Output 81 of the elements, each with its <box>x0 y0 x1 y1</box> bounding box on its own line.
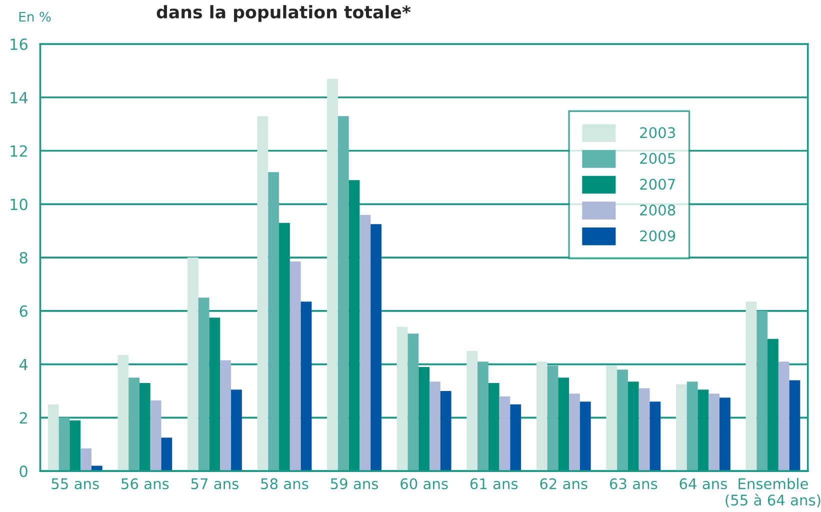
bar <box>628 382 639 472</box>
bar <box>789 380 800 472</box>
bar <box>118 354 129 472</box>
y-tick-label: 16 <box>10 38 28 50</box>
bar <box>80 448 92 472</box>
y-tick-label: 6 <box>20 305 28 317</box>
bar <box>580 402 591 472</box>
bar <box>536 362 548 472</box>
bar <box>370 224 382 472</box>
legend-label: 2005 <box>640 152 675 164</box>
bar <box>290 262 301 472</box>
bar <box>488 382 500 472</box>
bar <box>466 350 478 472</box>
bar <box>676 384 687 472</box>
y-tick-label: 14 <box>10 92 28 104</box>
y-tick-label: 10 <box>10 198 28 210</box>
bar <box>746 302 757 472</box>
bar <box>279 222 290 472</box>
bar <box>220 360 232 472</box>
bar <box>440 390 452 472</box>
bar <box>778 362 790 472</box>
bar <box>408 334 419 472</box>
y-axis-title: En % <box>19 12 51 22</box>
y-tick-label: 0 <box>20 466 28 478</box>
bar <box>198 298 210 472</box>
bar <box>128 378 140 472</box>
y-tick-label: 4 <box>19 358 28 370</box>
bar <box>161 438 172 472</box>
bar <box>360 214 371 472</box>
x-tick-label: 62 ans <box>540 478 588 490</box>
bar <box>58 418 70 472</box>
bar <box>209 318 220 472</box>
bar <box>70 420 81 472</box>
bar <box>708 394 720 472</box>
legend-label: 2009 <box>640 230 676 242</box>
bar <box>617 370 628 472</box>
bar <box>139 382 150 472</box>
bar <box>478 362 488 472</box>
legend-label: 2008 <box>640 204 676 216</box>
bar <box>187 258 198 472</box>
bar <box>327 78 338 472</box>
x-tick-label: 63 ans <box>610 478 658 490</box>
bar <box>547 366 558 472</box>
bar <box>510 404 522 472</box>
bar <box>150 400 162 472</box>
x-tick-label: 59 ans <box>330 478 378 490</box>
bar <box>396 326 408 472</box>
bar <box>418 366 430 472</box>
bar <box>650 402 661 472</box>
bar <box>756 310 768 472</box>
x-tick-label: 58 ans <box>261 478 308 490</box>
y-tick-label: 12 <box>10 145 27 157</box>
bar <box>768 338 778 472</box>
x-tick-label: 55 ans <box>52 478 99 490</box>
x-tick-label: 57 ans <box>191 478 238 490</box>
bar <box>686 382 698 472</box>
x-tick-label: Ensemble (55 à 64 ans) <box>726 478 820 508</box>
legend-label: 2007 <box>640 178 675 190</box>
bar <box>720 398 730 472</box>
bar <box>348 180 360 472</box>
legend-label: 2003 <box>640 127 675 138</box>
y-tick-label: 2 <box>20 412 27 424</box>
bar <box>606 366 618 472</box>
bar <box>231 390 242 472</box>
bar <box>698 390 709 472</box>
x-tick-label: 56 ans <box>122 478 169 490</box>
bar <box>499 396 510 472</box>
x-tick-label: 64 ans <box>680 478 727 490</box>
y-tick-label: 8 <box>20 252 28 264</box>
bar <box>338 116 349 472</box>
bar <box>48 404 59 472</box>
bar <box>429 382 440 472</box>
x-tick-label: 60 ans <box>400 478 448 490</box>
bar <box>300 302 312 472</box>
bar <box>569 394 580 472</box>
chart-title: dans la population totale* <box>156 5 411 22</box>
x-tick-label: 61 ans <box>470 478 518 490</box>
bar <box>257 116 268 472</box>
bar <box>638 388 650 472</box>
bar <box>558 378 570 472</box>
bar <box>268 172 280 472</box>
